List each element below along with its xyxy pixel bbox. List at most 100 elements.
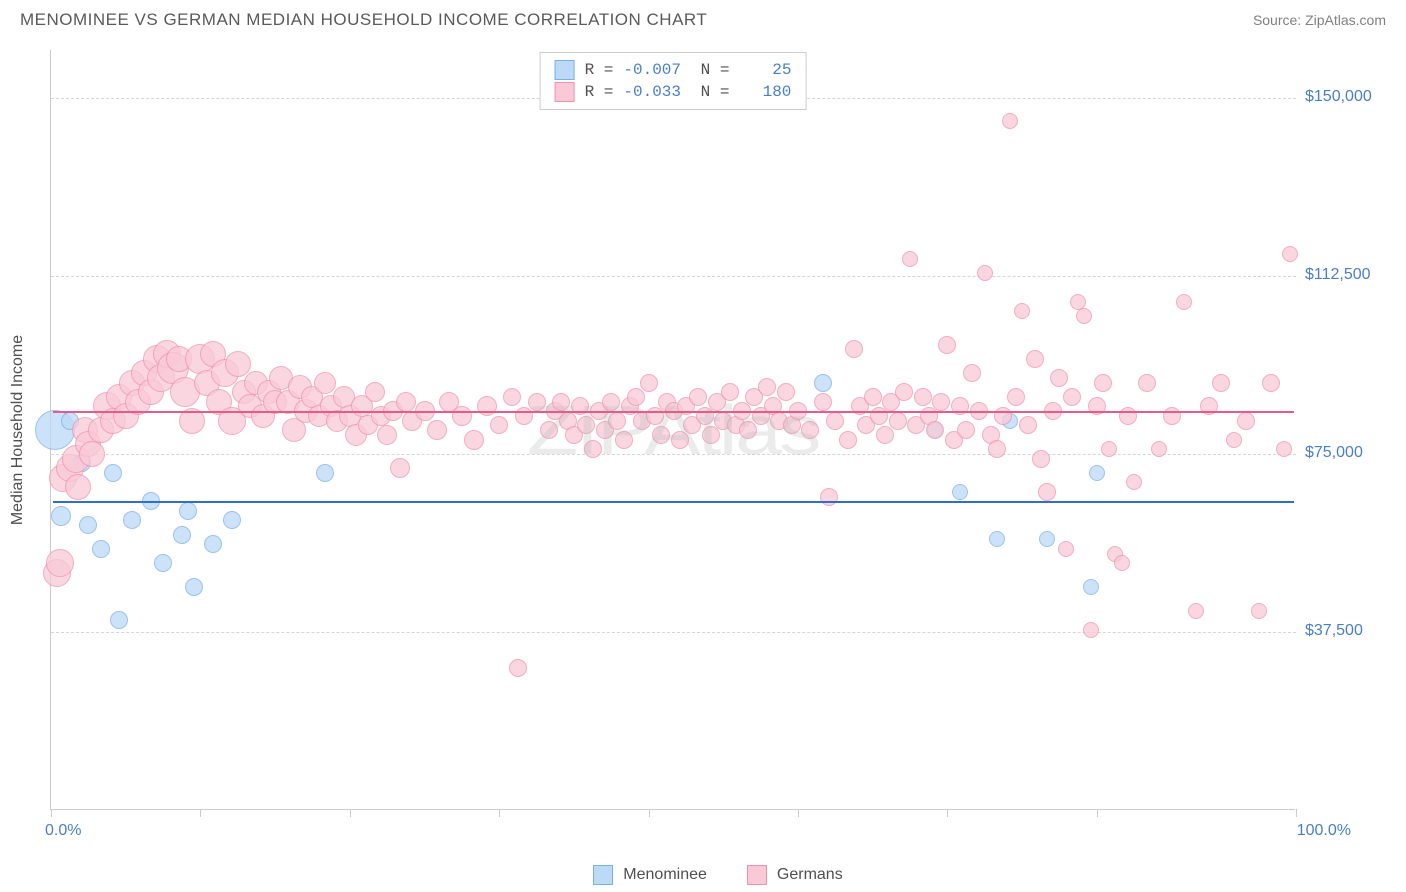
trendline	[53, 411, 1294, 413]
data-point	[1276, 441, 1292, 457]
chart-container: ZIPAtlas R = -0.007 N = 25 R = -0.033 N …	[50, 50, 1386, 810]
data-point	[1002, 113, 1018, 129]
data-point	[1251, 603, 1267, 619]
data-point	[1083, 622, 1099, 638]
data-point	[1114, 555, 1130, 571]
data-point	[377, 425, 397, 445]
legend-item-menominee: Menominee	[593, 865, 707, 885]
x-tick	[499, 809, 500, 817]
data-point	[1026, 350, 1044, 368]
data-point	[1212, 374, 1230, 392]
data-point	[608, 412, 626, 430]
data-point	[314, 372, 336, 394]
plot-area: ZIPAtlas R = -0.007 N = 25 R = -0.033 N …	[50, 50, 1295, 810]
data-point	[870, 407, 888, 425]
data-point	[615, 431, 633, 449]
data-point	[79, 516, 97, 534]
data-point	[46, 549, 74, 577]
data-point	[65, 474, 91, 500]
data-point	[758, 378, 776, 396]
data-point	[1076, 308, 1092, 324]
data-point	[225, 351, 251, 377]
x-tick	[51, 809, 52, 817]
data-point	[1014, 303, 1030, 319]
data-point	[1138, 374, 1156, 392]
data-point	[104, 464, 122, 482]
data-point	[540, 421, 558, 439]
data-point	[185, 578, 203, 596]
data-point	[1126, 474, 1142, 490]
data-point	[845, 340, 863, 358]
r-value: -0.007	[623, 61, 681, 79]
data-point	[223, 511, 241, 529]
data-point	[427, 420, 447, 440]
data-point	[464, 430, 484, 450]
chart-title: MENOMINEE VS GERMAN MEDIAN HOUSEHOLD INC…	[20, 10, 707, 30]
data-point	[1058, 541, 1074, 557]
x-tick	[649, 809, 650, 817]
data-point	[509, 659, 527, 677]
data-point	[671, 431, 689, 449]
data-point	[926, 421, 944, 439]
data-point	[801, 421, 819, 439]
y-tick-label: $37,500	[1305, 622, 1363, 640]
data-point	[696, 407, 714, 425]
data-point	[814, 374, 832, 392]
data-point	[92, 540, 110, 558]
legend-swatch-icon	[747, 865, 767, 885]
gridline	[51, 276, 1296, 277]
data-point	[528, 393, 546, 411]
x-axis-start-label: 0.0%	[45, 822, 81, 840]
data-point	[1032, 450, 1050, 468]
data-point	[627, 388, 645, 406]
legend-swatch-icon	[555, 60, 575, 80]
data-point	[577, 416, 595, 434]
data-point	[989, 531, 1005, 547]
legend-row-germans: R = -0.033 N = 180	[555, 81, 792, 103]
data-point	[652, 426, 670, 444]
data-point	[952, 484, 968, 500]
data-point	[1188, 603, 1204, 619]
data-point	[1119, 407, 1137, 425]
data-point	[1007, 388, 1025, 406]
data-point	[938, 336, 956, 354]
data-point	[977, 265, 993, 281]
data-point	[1176, 294, 1192, 310]
data-point	[895, 383, 913, 401]
legend-bottom: Menominee Germans	[50, 865, 1386, 885]
data-point	[1151, 441, 1167, 457]
x-tick	[200, 809, 201, 817]
data-point	[110, 611, 128, 629]
data-point	[889, 412, 907, 430]
data-point	[994, 407, 1012, 425]
x-tick	[947, 809, 948, 817]
x-tick	[1097, 809, 1098, 817]
data-point	[1019, 416, 1037, 434]
data-point	[689, 388, 707, 406]
legend-correlation-box: R = -0.007 N = 25 R = -0.033 N = 180	[540, 52, 807, 110]
r-value: -0.033	[623, 83, 681, 101]
data-point	[1094, 374, 1112, 392]
data-point	[646, 407, 664, 425]
data-point	[826, 412, 844, 430]
data-point	[988, 440, 1006, 458]
legend-label: Menominee	[623, 866, 707, 884]
data-point	[503, 388, 521, 406]
n-value: 25	[739, 61, 791, 79]
data-point	[814, 393, 832, 411]
legend-swatch-icon	[593, 865, 613, 885]
data-point	[602, 393, 620, 411]
data-point	[876, 426, 894, 444]
x-tick	[350, 809, 351, 817]
chart-header: MENOMINEE VS GERMAN MEDIAN HOUSEHOLD INC…	[0, 0, 1406, 38]
data-point	[584, 440, 602, 458]
data-point	[1083, 579, 1099, 595]
x-axis-end-label: 100.0%	[1297, 822, 1351, 840]
data-point	[1101, 441, 1117, 457]
data-point	[390, 458, 410, 478]
data-point	[1038, 483, 1056, 501]
data-point	[1063, 388, 1081, 406]
data-point	[721, 383, 739, 401]
legend-row-menominee: R = -0.007 N = 25	[555, 59, 792, 81]
data-point	[1050, 369, 1068, 387]
